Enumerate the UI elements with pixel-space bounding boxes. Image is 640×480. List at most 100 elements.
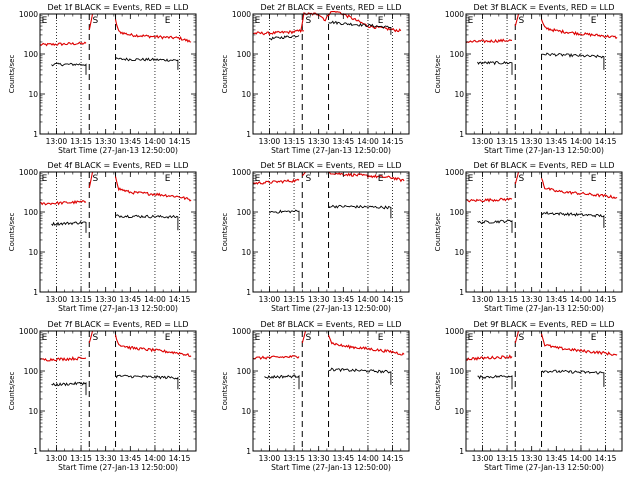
lld-series-line [327,334,405,356]
x-tick-label: 13:00 [259,137,281,146]
y-tick-label: 1 [33,130,38,139]
x-tick-label: 14:00 [357,295,379,304]
y-axis-label: Counts/sec [221,372,229,411]
x-tick-label: 14:00 [570,137,592,146]
y-tick-label: 1 [246,288,251,297]
x-tick-label: 13:45 [546,295,568,304]
y-tick-label: 1 [33,288,38,297]
y-tick-label: 100 [24,50,39,59]
detector-plot: Det 6f BLACK = Events, RED = LLD 1 10 100 10… [434,161,623,313]
x-tick-label: 13:15 [496,137,518,146]
x-tick-label: 13:15 [496,295,518,304]
marker-start: S [306,174,312,184]
events-series-line [541,211,605,228]
x-tick-label: 14:15 [595,295,617,304]
y-tick-label: 1000 [19,10,38,19]
marker-left: E [468,333,474,343]
y-axis-label: Counts/sec [434,372,442,411]
lld-series-line [39,356,87,362]
detector-plot: Det 7f BLACK = Events, RED = LLD 1 10 100 10… [8,320,197,472]
y-axis-label: Counts/sec [8,55,16,94]
plot-title: Det 8f BLACK = Events, RED = LLD [260,320,401,329]
events-series-line [51,220,87,233]
marker-start: S [93,333,99,343]
y-tick-label: 1 [246,447,251,456]
marker-end: E [165,16,171,26]
x-axis-label: Start Time (27-Jan-13 12:50:00) [58,304,178,313]
events-series-line [328,367,392,385]
plot-title: Det 5f BLACK = Events, RED = LLD [260,161,401,170]
y-tick-label: 10 [454,90,464,99]
y-axis-label: Counts/sec [221,55,229,94]
lld-series-line [252,355,300,360]
events-series-line [269,209,300,221]
lld-series-line [252,178,300,185]
y-tick-label: 10 [454,248,464,257]
y-tick-label: 1000 [232,168,251,177]
y-tick-label: 1000 [19,327,38,336]
lld-series-line [39,41,87,47]
detector-plot: Det 9f BLACK = Events, RED = LLD 1 10 100 10… [434,320,623,472]
plot-title: Det 1f BLACK = Events, RED = LLD [47,3,188,12]
events-series-line [477,61,513,75]
plot-frame [252,13,410,135]
x-tick-label: 13:00 [46,454,68,463]
marker-start: S [306,333,312,343]
y-tick-label: 1 [459,130,464,139]
x-tick-label: 13:45 [333,295,355,304]
marker-left: E [255,333,261,343]
plot-frame [465,13,623,135]
y-tick-label: 1000 [445,168,464,177]
x-tick-label: 14:00 [144,454,166,463]
marker-end: E [591,333,597,343]
x-tick-label: 13:00 [259,454,281,463]
events-series-line [328,20,392,35]
y-axis-label: Counts/sec [8,213,16,252]
marker-left: E [42,174,48,184]
marker-end: E [591,174,597,184]
marker-left: E [255,16,261,26]
y-tick-label: 10 [28,248,38,257]
lld-series-line [540,177,618,199]
x-tick-label: 14:15 [169,454,191,463]
x-tick-label: 13:15 [70,137,92,146]
x-axis-label: Start Time (27-Jan-13 12:50:00) [58,146,178,155]
x-tick-label: 13:45 [120,295,142,304]
detector-plot: Det 4f BLACK = Events, RED = LLD 1 10 100 10… [8,161,197,313]
x-axis-label: Start Time (27-Jan-13 12:50:00) [484,463,604,472]
y-tick-label: 1 [33,447,38,456]
x-tick-label: 13:45 [546,137,568,146]
x-tick-label: 14:15 [595,454,617,463]
events-series-line [541,52,605,70]
x-axis-label: Start Time (27-Jan-13 12:50:00) [484,146,604,155]
plot-frame [39,330,197,452]
plot-title: Det 7f BLACK = Events, RED = LLD [47,320,188,329]
plot-title: Det 9f BLACK = Events, RED = LLD [473,320,614,329]
x-tick-label: 13:00 [259,295,281,304]
x-tick-label: 14:15 [382,137,404,146]
x-tick-label: 13:15 [283,295,305,304]
marker-end: E [165,333,171,343]
x-axis-label: Start Time (27-Jan-13 12:50:00) [271,146,391,155]
marker-start: S [93,16,99,26]
x-tick-label: 13:30 [521,137,543,146]
x-tick-label: 14:00 [357,137,379,146]
y-tick-label: 100 [450,367,465,376]
y-tick-label: 10 [454,407,464,416]
marker-end: E [378,333,384,343]
y-tick-label: 10 [241,407,251,416]
y-tick-label: 1 [459,288,464,297]
marker-end: E [378,16,384,26]
plot-frame [252,171,410,293]
x-tick-label: 13:15 [496,454,518,463]
y-tick-label: 1 [459,447,464,456]
x-tick-label: 13:45 [333,454,355,463]
events-series-line [269,35,300,41]
x-tick-label: 13:45 [120,454,142,463]
events-series-line [51,62,87,75]
y-tick-label: 10 [28,407,38,416]
x-tick-label: 14:15 [169,137,191,146]
y-tick-label: 100 [237,50,252,59]
events-series-line [115,374,179,390]
y-tick-label: 1000 [232,327,251,336]
